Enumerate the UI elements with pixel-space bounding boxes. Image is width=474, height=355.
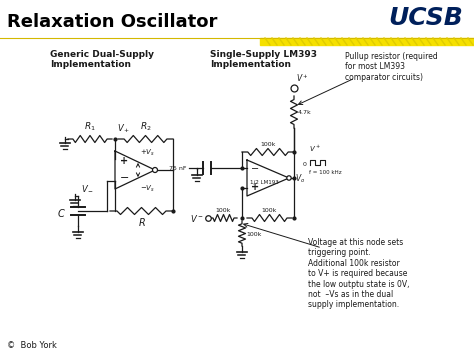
- Text: Relaxation Oscillator: Relaxation Oscillator: [7, 13, 218, 31]
- Circle shape: [153, 168, 157, 173]
- Text: $V_-$: $V_-$: [81, 183, 94, 193]
- Text: Pullup resistor (required
for most LM393
comparator circuits): Pullup resistor (required for most LM393…: [345, 52, 438, 82]
- Text: $R$: $R$: [137, 216, 146, 228]
- Text: Generic Dual-Supply
Implementation: Generic Dual-Supply Implementation: [50, 50, 154, 69]
- Text: $V^+$: $V^+$: [309, 144, 321, 154]
- Text: +: +: [251, 182, 259, 192]
- Text: UCSB: UCSB: [388, 6, 463, 30]
- Text: 100k: 100k: [260, 142, 276, 147]
- Text: Voltage at this node sets
triggering point.
Additional 100k resistor
to V+ is re: Voltage at this node sets triggering poi…: [308, 238, 410, 310]
- Text: $C$: $C$: [57, 207, 66, 219]
- Text: 100k: 100k: [246, 231, 261, 236]
- Text: 100k: 100k: [262, 208, 277, 213]
- Text: −: −: [120, 173, 129, 184]
- Circle shape: [287, 176, 291, 180]
- Text: $V_o$: $V_o$: [295, 173, 305, 185]
- Text: $+V_s$: $+V_s$: [140, 148, 155, 158]
- Text: ©  Bob York: © Bob York: [7, 341, 57, 350]
- Text: 0: 0: [303, 162, 307, 166]
- Text: 1/2 LM193: 1/2 LM193: [250, 180, 278, 185]
- Text: $R_2$: $R_2$: [140, 120, 151, 133]
- Text: Single-Supply LM393
Implementation: Single-Supply LM393 Implementation: [210, 50, 317, 69]
- Text: 75 nF: 75 nF: [170, 166, 187, 171]
- Text: $-V_s$: $-V_s$: [140, 184, 155, 194]
- Bar: [260, 38, 474, 45]
- Text: f = 100 kHz: f = 100 kHz: [309, 170, 342, 175]
- Text: $R_1$: $R_1$: [84, 120, 96, 133]
- Text: $V^-$: $V^-$: [190, 213, 204, 224]
- Text: −: −: [251, 164, 259, 174]
- Text: +: +: [120, 155, 128, 165]
- Text: 100k: 100k: [216, 208, 231, 213]
- Text: $V^+$: $V^+$: [296, 72, 309, 84]
- Text: 4.7k: 4.7k: [298, 109, 312, 115]
- Text: $V_+$: $V_+$: [117, 122, 130, 135]
